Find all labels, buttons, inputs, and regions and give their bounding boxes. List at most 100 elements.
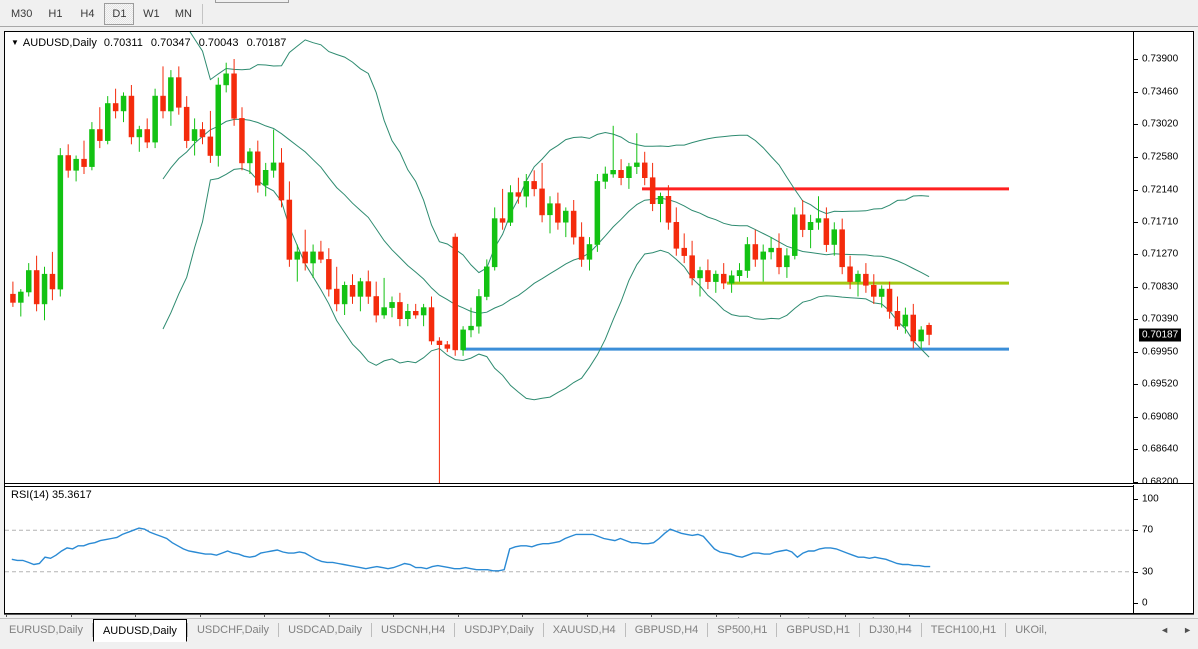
candle-body bbox=[570, 210, 577, 238]
scroll-left-arrow-icon[interactable]: ◄ bbox=[1160, 625, 1170, 635]
price-tick-label: 0.72580 bbox=[1142, 151, 1179, 163]
chart-window[interactable]: 0.73900 0.73460 0.73020 0.72580 0.72140 0.717… bbox=[4, 31, 1194, 614]
timeframe-button-m30[interactable]: M30 bbox=[5, 3, 38, 25]
tab-separator bbox=[859, 623, 860, 637]
price-tick-label: 0.69520 bbox=[1142, 378, 1179, 390]
candle bbox=[255, 140, 261, 193]
symbol-tabbar-region: EURUSD,Daily AUDUSD,Daily USDCHF,Daily USDC… bbox=[0, 618, 1198, 649]
bb-middle bbox=[162, 118, 930, 314]
candle-body bbox=[515, 192, 522, 197]
symbol-tab-dj30h4[interactable]: DJ30,H4 bbox=[860, 619, 921, 641]
candle-body bbox=[634, 162, 640, 167]
candle-body bbox=[333, 288, 340, 305]
candle-body bbox=[760, 251, 766, 260]
candle bbox=[420, 303, 427, 327]
symbol-tab-sp500h1[interactable]: SP500,H1 bbox=[708, 619, 776, 641]
tab-separator bbox=[707, 623, 709, 637]
chart-collapse-caret[interactable]: ▼ bbox=[11, 38, 19, 47]
candle-body bbox=[657, 196, 664, 205]
candle bbox=[902, 307, 909, 334]
candle bbox=[618, 159, 624, 186]
chart-header: ▼ AUDUSD,Daily 0.70311 0.70347 0.70043 0… bbox=[11, 36, 291, 50]
tab-separator bbox=[1005, 623, 1007, 637]
candle bbox=[649, 162, 656, 212]
candle bbox=[247, 148, 253, 174]
symbol-tab-usdjpydaily[interactable]: USDJPY,Daily bbox=[455, 619, 543, 641]
price-pane[interactable]: 0.73900 0.73460 0.73020 0.72580 0.72140 0.717… bbox=[5, 32, 1193, 488]
candle-body bbox=[539, 188, 545, 216]
rsi-plot-area[interactable] bbox=[5, 485, 1133, 613]
candle bbox=[223, 62, 229, 93]
price-plot-area[interactable] bbox=[5, 32, 1133, 484]
time-tick bbox=[909, 614, 910, 617]
scroll-right-arrow-icon[interactable]: ► bbox=[1183, 625, 1192, 635]
symbol-tab-usdcnhh4[interactable]: USDCNH,H4 bbox=[372, 619, 454, 641]
candle-body bbox=[681, 247, 687, 256]
candle-body bbox=[160, 95, 166, 112]
candle-body bbox=[405, 310, 411, 319]
candle-body bbox=[18, 291, 24, 303]
candle-body bbox=[586, 244, 593, 260]
candle-body bbox=[444, 344, 451, 349]
candle-body bbox=[168, 77, 174, 112]
current-price-label: 0.70187 bbox=[1139, 328, 1182, 342]
candle bbox=[405, 303, 411, 327]
symbol-tab-tech100h1[interactable]: TECH100,H1 bbox=[922, 619, 1005, 641]
candle bbox=[10, 281, 16, 307]
price-scale[interactable]: 0.73900 0.73460 0.73020 0.72580 0.72140 0.717… bbox=[1133, 32, 1193, 488]
candle-body bbox=[326, 259, 332, 290]
timeframe-button-w1[interactable]: W1 bbox=[136, 3, 166, 25]
symbol-tab-eurusddaily[interactable]: EURUSD,Daily bbox=[0, 619, 92, 641]
candle bbox=[239, 107, 245, 171]
symbol-tab-audusddaily[interactable]: AUDUSD,Daily bbox=[92, 619, 187, 642]
symbol-tab-usdcaddaily[interactable]: USDCAD,Daily bbox=[279, 619, 371, 641]
symbol-tab-label: AUDUSD,Daily bbox=[102, 624, 177, 637]
symbol-tab-gbpusdh4[interactable]: GBPUSD,H4 bbox=[626, 619, 708, 641]
timeframe-button-h1[interactable]: H1 bbox=[40, 3, 70, 25]
price-tick-label: 0.71710 bbox=[1142, 216, 1179, 228]
candle-body bbox=[641, 162, 648, 178]
candle-body bbox=[341, 285, 348, 305]
candle-body bbox=[397, 302, 403, 319]
symbol-tab-usdchfdaily[interactable]: USDCHF,Daily bbox=[188, 619, 278, 641]
time-tick bbox=[135, 614, 136, 617]
price-chart-svg bbox=[10, 32, 1009, 484]
price-tick bbox=[1134, 189, 1138, 191]
rsi-tick-label: 70 bbox=[1142, 524, 1154, 536]
rsi-chart-svg bbox=[5, 527, 1133, 573]
candle-body bbox=[815, 218, 822, 223]
candle-body bbox=[555, 203, 561, 223]
candle bbox=[807, 214, 814, 249]
timeframe-button-d1[interactable]: D1 bbox=[104, 2, 135, 25]
candle bbox=[428, 296, 435, 345]
candle-body bbox=[855, 273, 861, 282]
symbol-tab-label: USDCNH,H4 bbox=[381, 624, 446, 636]
candle-body bbox=[49, 273, 56, 290]
candle-body bbox=[531, 181, 537, 190]
rsi-tick bbox=[1134, 499, 1138, 500]
time-tick bbox=[328, 614, 330, 617]
candle-body bbox=[665, 196, 672, 223]
candle bbox=[847, 255, 853, 290]
symbol-tab-ukoil[interactable]: UKOil, bbox=[1006, 619, 1056, 641]
rsi-pane[interactable]: 100 70 30 0 RSI(14) 35.3617 bbox=[5, 485, 1193, 613]
candle-body bbox=[294, 251, 300, 260]
candle-body bbox=[452, 236, 458, 351]
timeframe-button-h4[interactable]: H4 bbox=[72, 3, 102, 25]
candle bbox=[57, 148, 64, 297]
symbol-tab-xauusdh4[interactable]: XAUUSD,H4 bbox=[544, 619, 625, 641]
candle bbox=[373, 281, 379, 323]
candle bbox=[278, 148, 285, 208]
symbol-tab-label: TECH100,H1 bbox=[930, 624, 997, 636]
candle bbox=[823, 207, 830, 252]
candle-body bbox=[199, 129, 206, 138]
timeframe-button-mn[interactable]: MN bbox=[168, 3, 198, 25]
candle bbox=[112, 88, 119, 119]
symbol-tab-label: UKOil, bbox=[1015, 624, 1047, 636]
price-tick bbox=[1134, 91, 1138, 93]
symbol-tab-gbpusdh1[interactable]: GBPUSD,H1 bbox=[777, 619, 859, 641]
candle bbox=[397, 292, 403, 327]
candle bbox=[515, 177, 522, 204]
top-toolbar: M30 H1 H4 D1 W1 MN bbox=[0, 0, 1198, 27]
pane-divider[interactable] bbox=[5, 483, 1193, 487]
